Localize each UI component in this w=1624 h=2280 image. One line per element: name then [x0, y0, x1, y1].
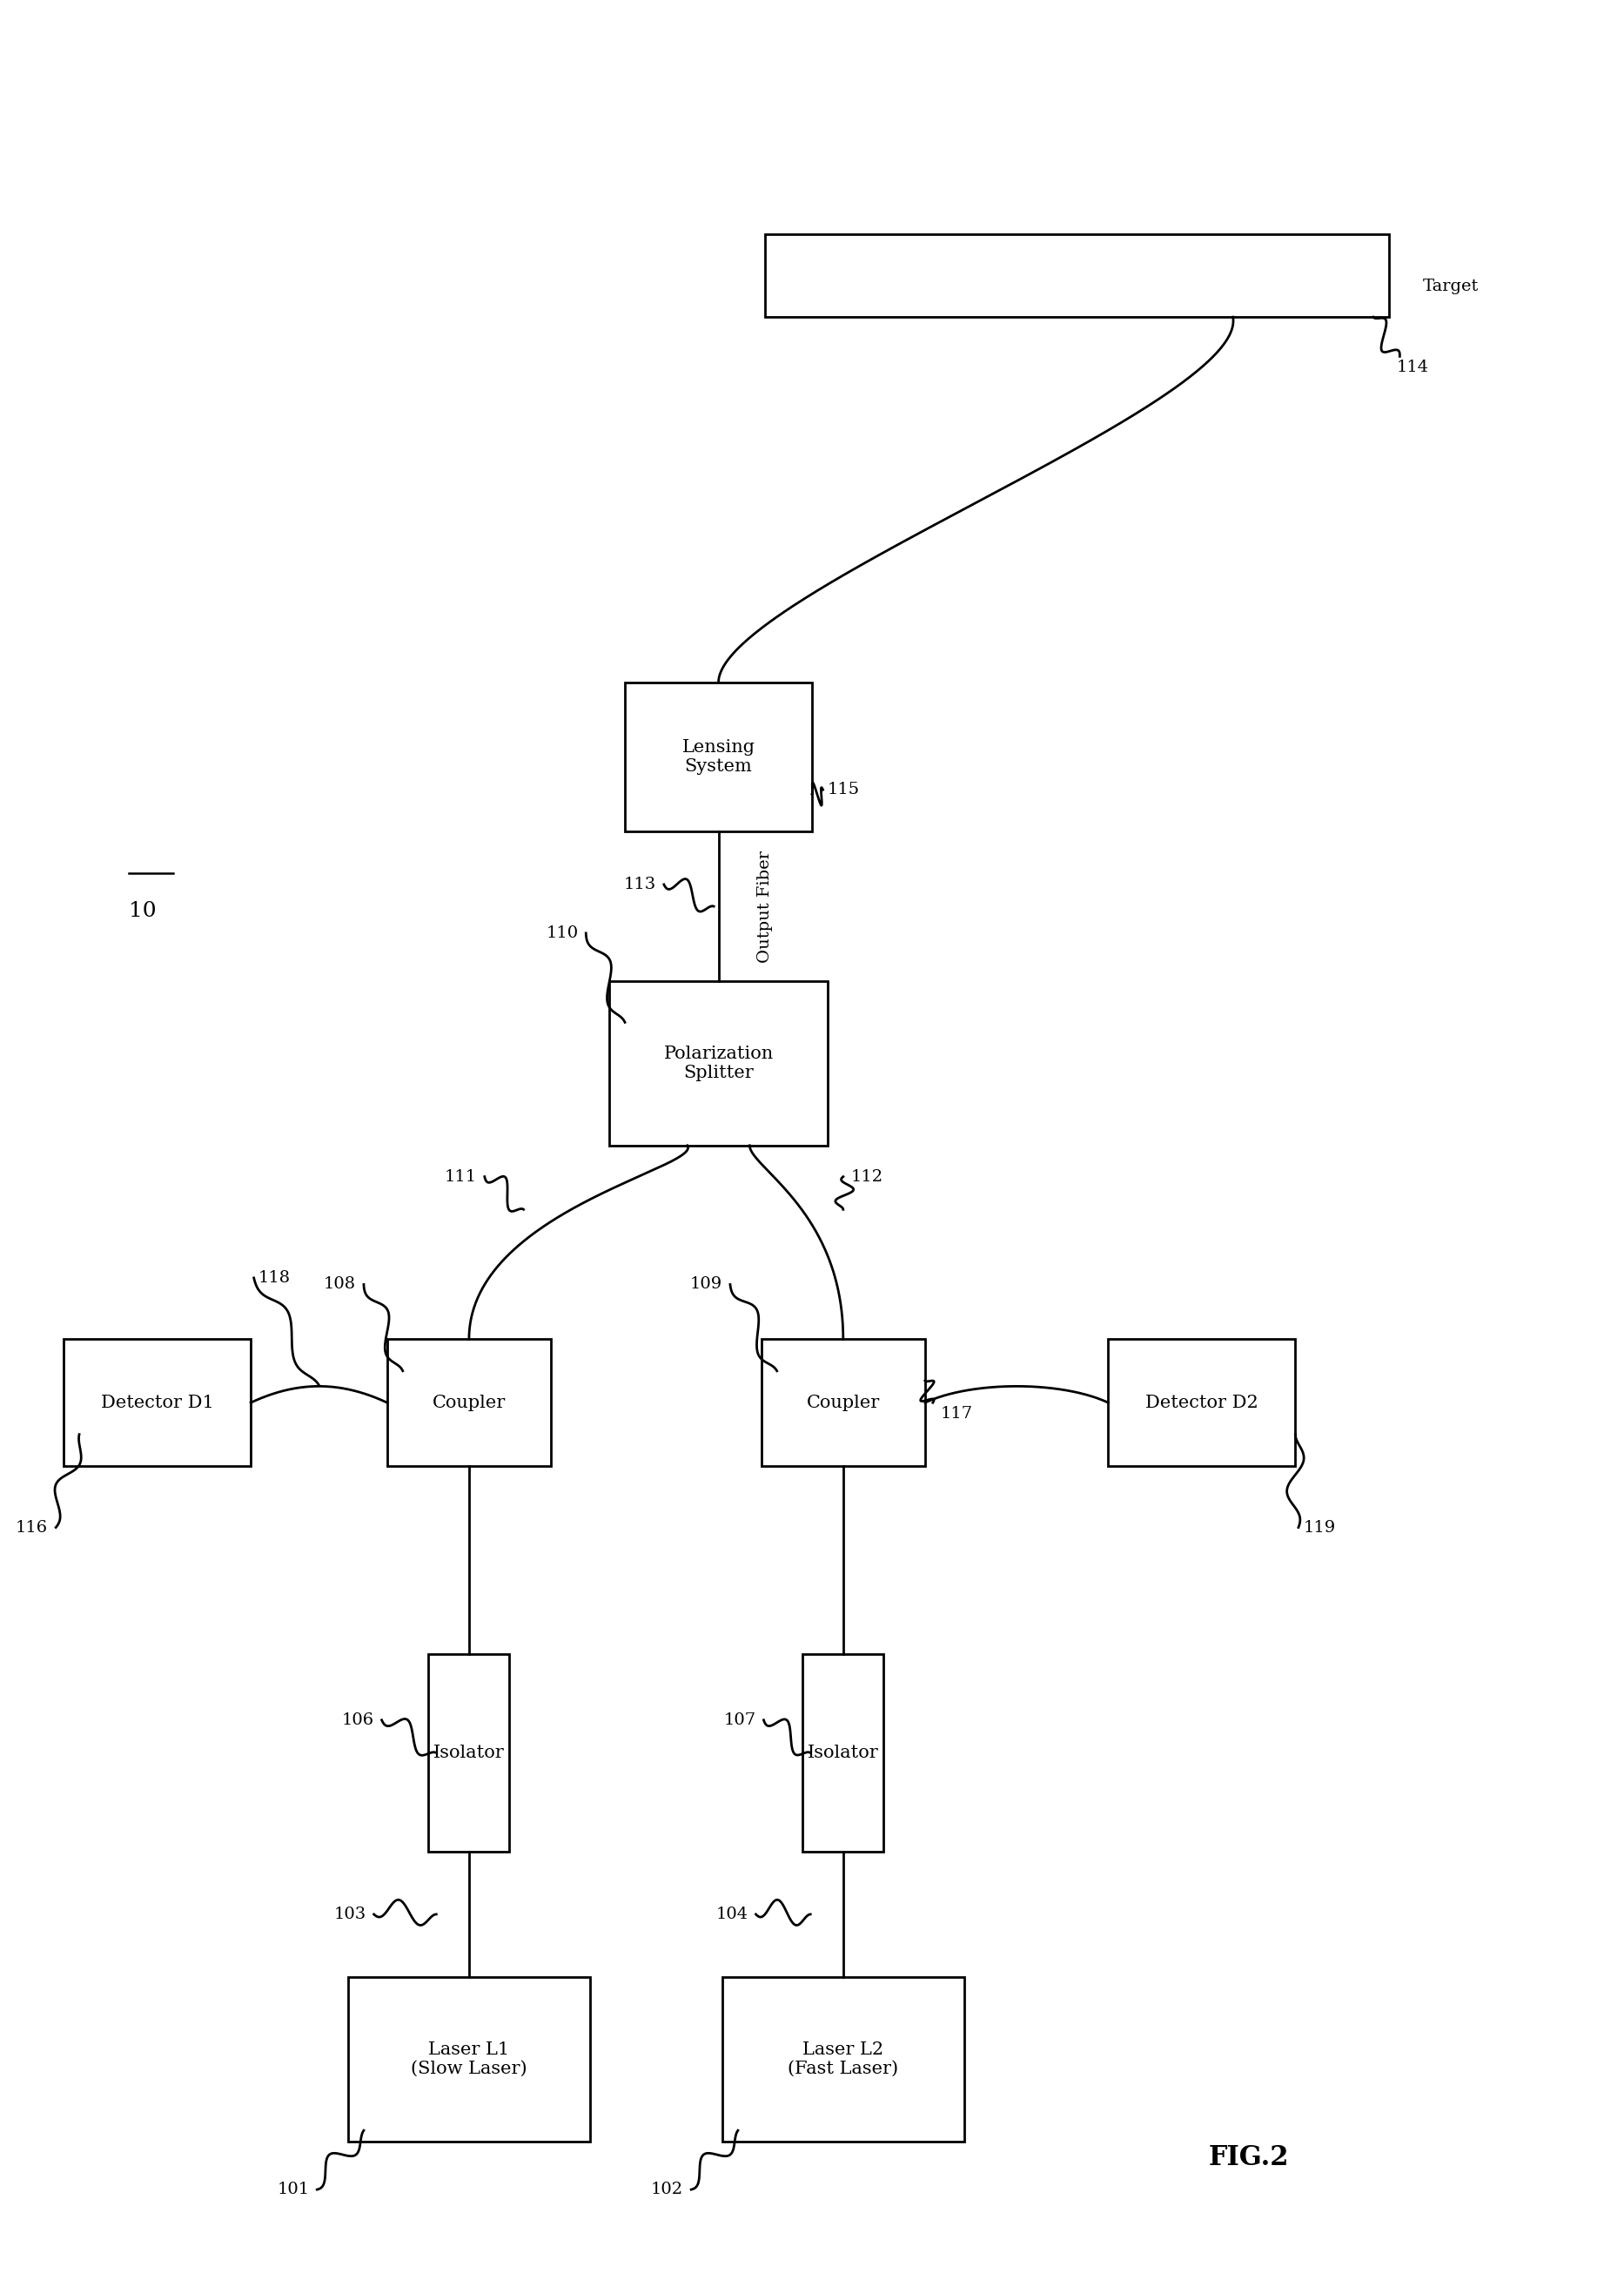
Text: Isolator: Isolator	[434, 1744, 505, 1760]
Text: Lensing
System: Lensing System	[682, 739, 755, 775]
Text: 111: 111	[445, 1170, 477, 1186]
Text: 10: 10	[130, 901, 156, 921]
Text: 113: 113	[624, 876, 656, 891]
Text: Coupler: Coupler	[432, 1395, 505, 1411]
Bar	[723, 1977, 965, 2141]
Bar	[765, 235, 1389, 317]
Text: Detector D2: Detector D2	[1145, 1395, 1259, 1411]
Text: 103: 103	[333, 1906, 365, 1922]
Text: 109: 109	[690, 1277, 723, 1293]
Text: Isolator: Isolator	[807, 1744, 879, 1760]
Text: Laser L2
(Fast Laser): Laser L2 (Fast Laser)	[788, 2041, 898, 2077]
Bar	[348, 1977, 590, 2141]
Text: 107: 107	[724, 1712, 755, 1728]
Text: Detector D1: Detector D1	[101, 1395, 214, 1411]
Text: 106: 106	[341, 1712, 374, 1728]
Text: Coupler: Coupler	[807, 1395, 880, 1411]
Text: 119: 119	[1302, 1518, 1335, 1534]
Bar	[802, 1655, 883, 1851]
Text: 102: 102	[651, 2182, 684, 2198]
Text: Laser L1
(Slow Laser): Laser L1 (Slow Laser)	[411, 2041, 528, 2077]
Bar	[1108, 1338, 1296, 1466]
Text: 104: 104	[716, 1906, 749, 1922]
Text: 112: 112	[851, 1170, 883, 1186]
Bar	[387, 1338, 551, 1466]
Text: 114: 114	[1397, 360, 1429, 376]
Text: Polarization
Splitter: Polarization Splitter	[664, 1047, 773, 1081]
Text: 118: 118	[258, 1270, 291, 1286]
Text: Output Fiber: Output Fiber	[757, 850, 773, 962]
Text: 108: 108	[323, 1277, 356, 1293]
Bar	[625, 682, 812, 832]
Bar	[762, 1338, 926, 1466]
Text: 115: 115	[828, 782, 859, 798]
Text: FIG.2: FIG.2	[1208, 2143, 1289, 2171]
Bar	[63, 1338, 250, 1466]
Bar	[429, 1655, 510, 1851]
Text: 116: 116	[16, 1518, 49, 1534]
Text: 110: 110	[546, 926, 578, 942]
Text: 117: 117	[940, 1407, 973, 1420]
Text: 101: 101	[278, 2182, 309, 2198]
Bar	[609, 980, 828, 1145]
Text: Target: Target	[1423, 278, 1479, 294]
